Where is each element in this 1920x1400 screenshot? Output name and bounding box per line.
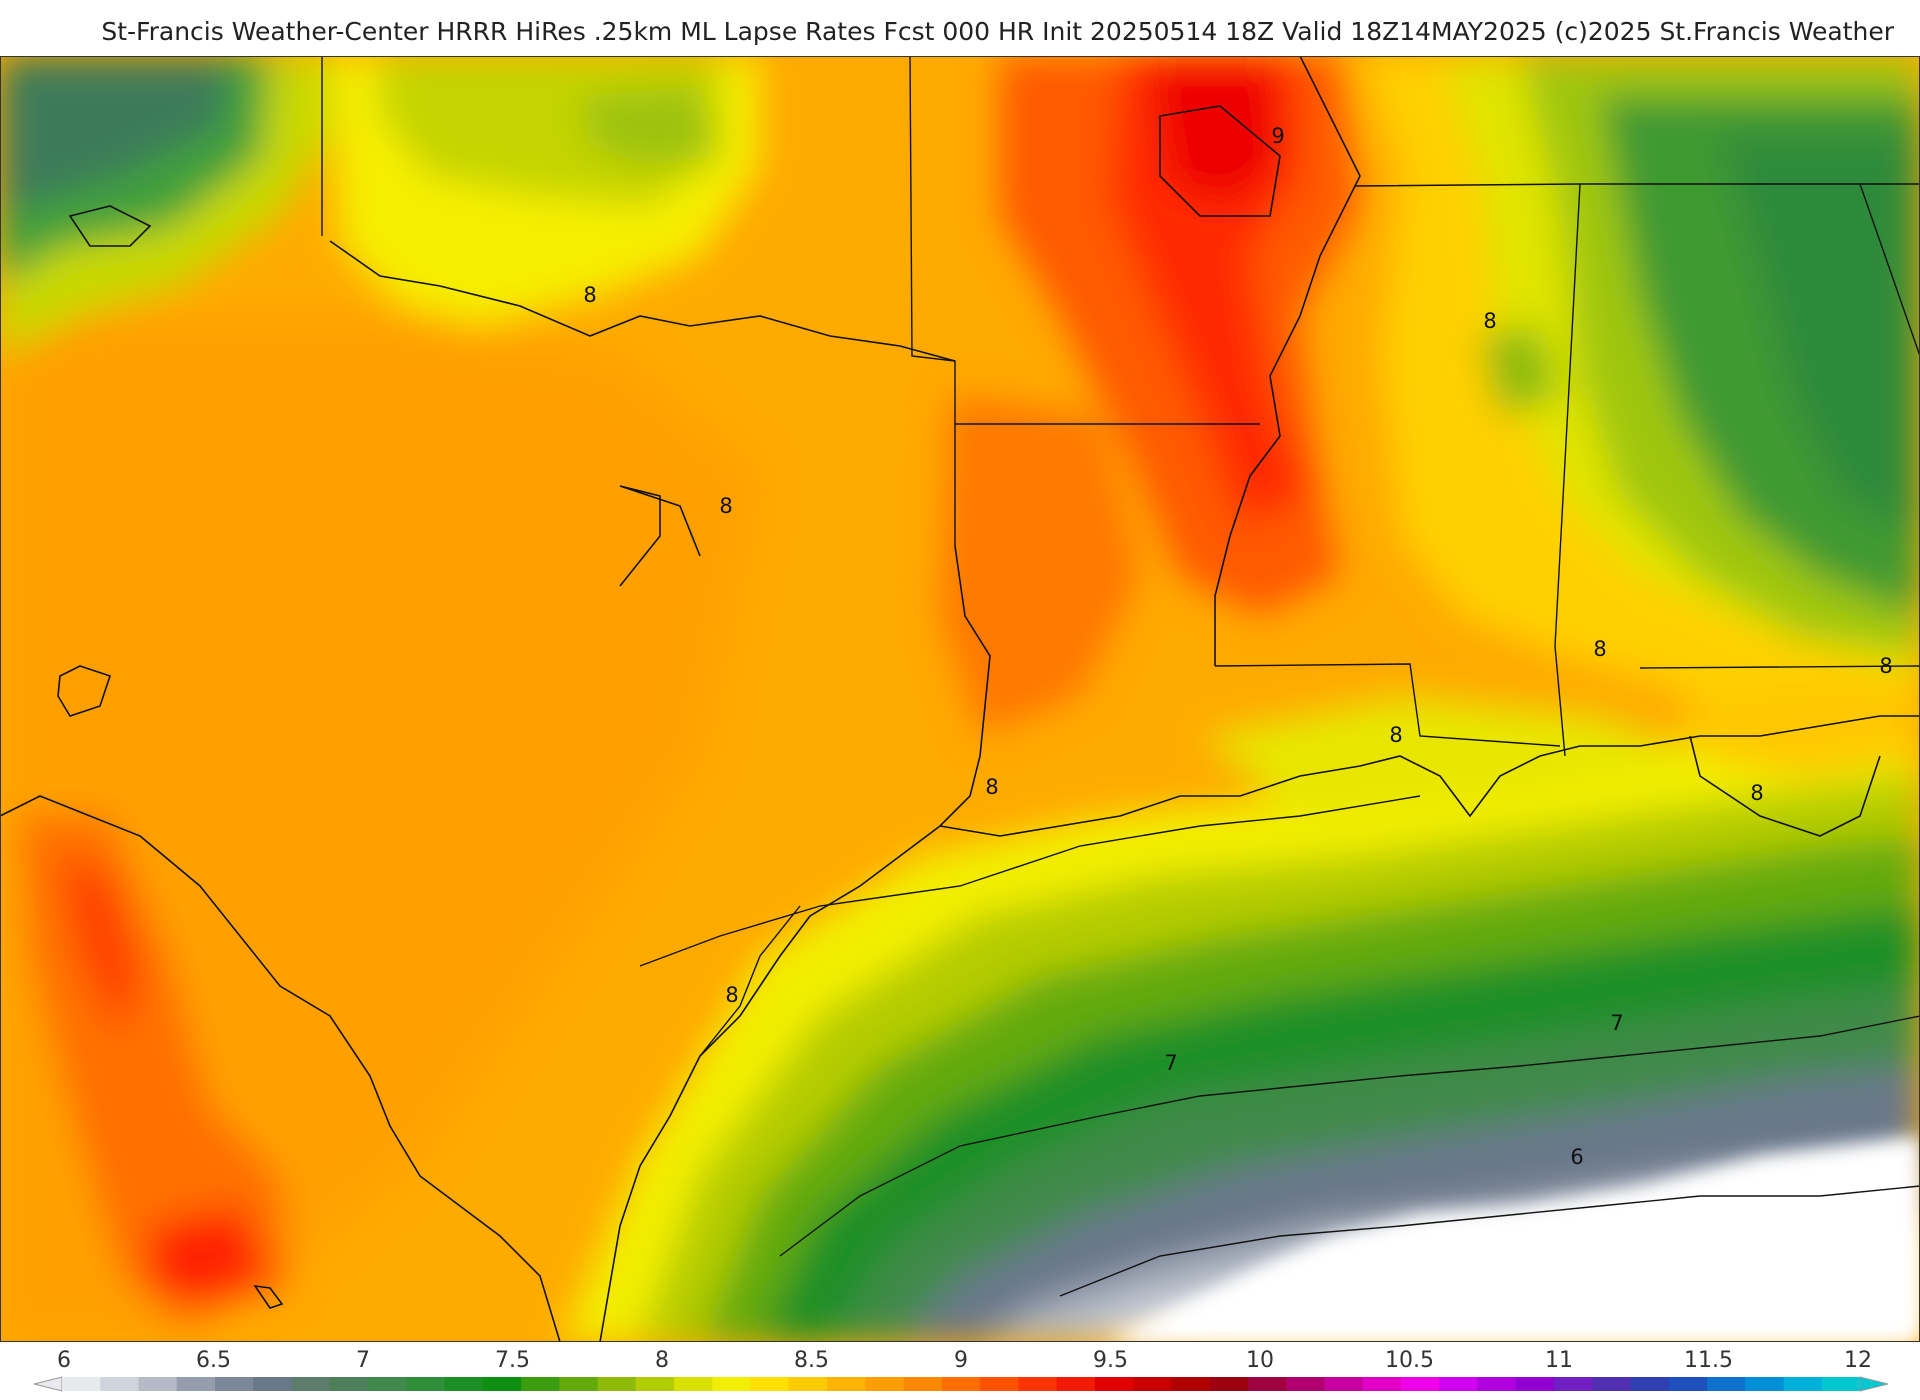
legend-swatch <box>1056 1377 1096 1391</box>
color-legend: 6 6.5 7 7.5 8 8.5 9 9.5 10 10.5 11 11.5 12 <box>0 1342 1920 1400</box>
contour-label-layer: 9 8 8 8 8 8 8 8 8 8 7 7 6 <box>583 124 1892 1169</box>
legend-swatch <box>559 1377 599 1391</box>
legend-swatch <box>444 1377 484 1391</box>
legend-swatch <box>253 1377 293 1391</box>
color-bar <box>33 1376 1889 1392</box>
contour-label-6: 6 <box>1570 1145 1583 1169</box>
legend-swatch <box>62 1377 101 1391</box>
legend-swatch <box>750 1377 790 1391</box>
legend-tick-8: 8 <box>655 1348 669 1373</box>
legend-swatch <box>1477 1377 1517 1391</box>
map-area[interactable]: 9 8 8 8 8 8 8 8 8 8 7 7 6 <box>0 56 1920 1342</box>
legend-swatch <box>1745 1377 1784 1391</box>
contour-label-8: 8 <box>583 283 596 307</box>
legend-swatch <box>1094 1377 1134 1391</box>
legend-swatch <box>1171 1377 1211 1391</box>
legend-swatch <box>1706 1377 1746 1391</box>
legend-swatch <box>1324 1377 1364 1391</box>
legend-tick-11: 11 <box>1545 1348 1573 1373</box>
legend-swatch <box>1783 1377 1823 1391</box>
coastline <box>0 56 1920 1342</box>
legend-swatch <box>329 1377 369 1391</box>
legend-swatch <box>368 1377 407 1391</box>
legend-swatch <box>903 1377 943 1391</box>
legend-swatch <box>712 1377 752 1391</box>
lapse-rate-map <box>0 56 1920 1342</box>
contour-label-8: 8 <box>1593 637 1606 661</box>
legend-swatch <box>941 1377 981 1391</box>
contour-label-7: 7 <box>1610 1011 1623 1035</box>
contour-lines <box>639 795 1920 1297</box>
legend-arrow-high <box>1859 1376 1889 1392</box>
contour-label-8: 8 <box>1389 723 1402 747</box>
legend-tick-10: 10 <box>1246 1348 1274 1373</box>
legend-tick-7.5: 7.5 <box>495 1348 530 1373</box>
contour-label-7: 7 <box>1164 1051 1177 1075</box>
legend-swatch <box>1286 1377 1325 1391</box>
legend-tick-8.5: 8.5 <box>794 1348 829 1373</box>
legend-swatch <box>215 1377 254 1391</box>
legend-tick-12: 12 <box>1844 1348 1872 1373</box>
legend-arrow-low <box>33 1376 63 1392</box>
legend-swatch <box>597 1377 637 1391</box>
legend-tick-11.5: 11.5 <box>1684 1348 1733 1373</box>
contour-label-8: 8 <box>719 494 732 518</box>
contour-label-8: 8 <box>985 775 998 799</box>
legend-swatch <box>100 1377 140 1391</box>
legend-swatch <box>635 1377 675 1391</box>
legend-tick-7: 7 <box>356 1348 370 1373</box>
contour-label-8: 8 <box>1750 781 1763 805</box>
legend-swatch <box>788 1377 828 1391</box>
legend-swatch <box>291 1377 331 1391</box>
contour-label-9: 9 <box>1271 124 1284 148</box>
map-title: St-Francis Weather-Center HRRR HiRes .25… <box>101 17 1894 46</box>
legend-swatch <box>176 1377 216 1391</box>
legend-swatch <box>1630 1377 1670 1391</box>
legend-swatch <box>482 1377 522 1391</box>
legend-swatch <box>827 1377 866 1391</box>
legend-swatch <box>521 1377 560 1391</box>
legend-swatch <box>1592 1377 1631 1391</box>
legend-swatch <box>1553 1377 1593 1391</box>
legend-swatch <box>865 1377 905 1391</box>
legend-swatch <box>138 1377 178 1391</box>
legend-swatch <box>1400 1377 1440 1391</box>
legend-swatch <box>1133 1377 1172 1391</box>
legend-swatch <box>406 1377 446 1391</box>
legend-swatch <box>1209 1377 1249 1391</box>
title-bar: St-Francis Weather-Center HRRR HiRes .25… <box>0 0 1920 56</box>
legend-swatch <box>1821 1377 1861 1391</box>
state-borders <box>321 56 1920 757</box>
legend-swatch <box>1018 1377 1058 1391</box>
contour-label-8: 8 <box>1483 309 1496 333</box>
legend-swatch <box>1362 1377 1402 1391</box>
legend-swatch <box>1515 1377 1555 1391</box>
legend-swatch <box>1247 1377 1287 1391</box>
legend-tick-10.5: 10.5 <box>1385 1348 1434 1373</box>
legend-tick-9: 9 <box>954 1348 968 1373</box>
legend-swatch <box>674 1377 713 1391</box>
contour-label-8: 8 <box>725 983 738 1007</box>
legend-swatch <box>980 1377 1019 1391</box>
legend-tick-6.5: 6.5 <box>196 1348 231 1373</box>
legend-swatch <box>1668 1377 1708 1391</box>
legend-swatch <box>1439 1377 1478 1391</box>
legend-tick-6: 6 <box>57 1348 71 1373</box>
legend-tick-9.5: 9.5 <box>1093 1348 1128 1373</box>
contour-label-8: 8 <box>1879 654 1892 678</box>
